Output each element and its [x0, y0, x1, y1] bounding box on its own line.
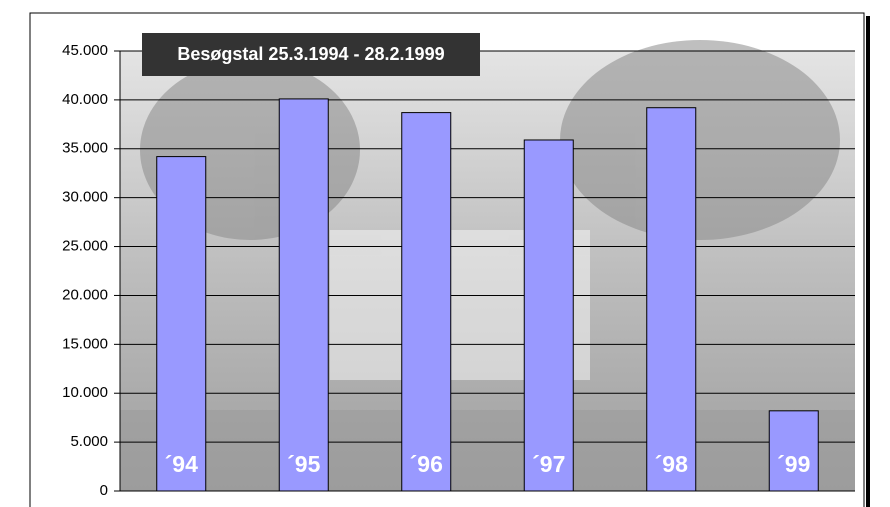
x-tick-label: ´95	[287, 451, 320, 477]
bar	[647, 108, 696, 491]
bar	[402, 113, 451, 491]
y-tick-label: 15.000	[62, 335, 108, 352]
bar	[279, 99, 328, 491]
x-tick-label: ´94	[165, 451, 198, 477]
y-tick-label: 0	[100, 482, 108, 499]
y-tick-label: 20.000	[62, 286, 108, 303]
page: 0 5.000 10.000 15.000 20.000 25.000 30.000 35.0…	[0, 0, 890, 507]
y-tick-label: 25.000	[62, 238, 108, 255]
y-tick-label: 30.000	[62, 189, 108, 206]
bar	[524, 140, 573, 491]
y-tick-label: 35.000	[62, 140, 108, 157]
y-tick-label: 40.000	[62, 91, 108, 108]
x-tick-label: ´98	[655, 451, 688, 477]
bar	[157, 157, 206, 491]
x-tick-label: ´96	[410, 451, 443, 477]
x-tick-label: ´99	[777, 451, 810, 477]
x-tick-label: ´97	[532, 451, 565, 477]
chart: 0 5.000 10.000 15.000 20.000 25.000 30.000 35.0…	[0, 0, 890, 507]
y-tick-label: 5.000	[70, 433, 108, 450]
y-tick-label: 10.000	[62, 384, 108, 401]
chart-title: Besøgstal 25.3.1994 - 28.2.1999	[177, 44, 444, 64]
y-tick-label: 45.000	[62, 42, 108, 59]
